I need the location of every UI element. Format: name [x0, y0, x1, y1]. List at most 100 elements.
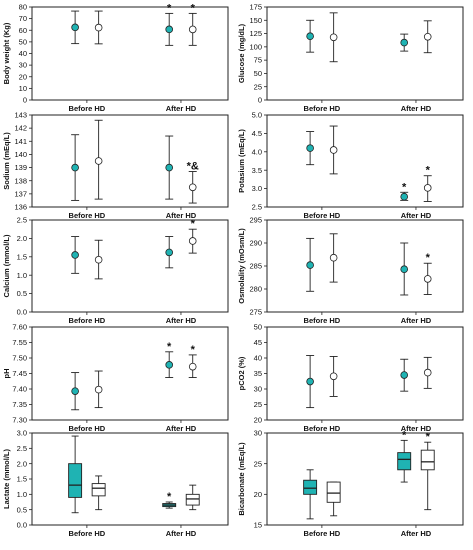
errorbar-point [329, 356, 338, 397]
y-tick-label: 2.5 [252, 203, 262, 212]
mean-marker [329, 146, 338, 154]
significance-mark: * [402, 429, 407, 441]
y-tick-label: 140 [14, 150, 27, 159]
y-tick-label: 280 [249, 285, 262, 294]
y-tick-label: 20 [19, 72, 27, 81]
y-tick-label: 40 [254, 354, 262, 363]
errorbar-point [94, 370, 103, 409]
y-axis-title: Osmolality (mOsm/L) [237, 228, 246, 304]
errorbar-point: *& [187, 161, 199, 204]
mean-marker [188, 362, 197, 371]
box-mark: * [162, 491, 177, 509]
y-tick-label: 4.5 [252, 129, 262, 138]
mean-marker [400, 265, 409, 274]
mean-marker [71, 163, 79, 172]
box-mark [185, 484, 200, 511]
mean-marker [329, 33, 338, 42]
errorbar-point [94, 239, 103, 280]
panel-pco2: 20 25 30 35 40 45 50 pCO2 (%) Before HD After HD [237, 323, 464, 433]
y-tick-label: 125 [249, 29, 262, 38]
mean-marker [423, 184, 432, 192]
plot-frame [266, 432, 464, 526]
y-tick-label: 50 [254, 69, 262, 78]
iqr-box [91, 483, 106, 497]
mean-marker [423, 275, 432, 283]
plot-frame [31, 6, 229, 101]
errorbar-point [306, 355, 315, 409]
y-axis-title: Body weight (Kg) [2, 22, 11, 84]
y-tick-label: 1.0 [17, 490, 27, 499]
x-category-label: After HD [401, 211, 432, 220]
mean-marker [188, 25, 197, 34]
y-tick-label: 100 [249, 42, 262, 51]
significance-mark: * [167, 491, 172, 503]
errorbar-point [71, 134, 80, 201]
errorbar-point [400, 33, 409, 52]
x-category-label: Before HD [304, 529, 341, 538]
mean-marker [94, 255, 103, 264]
panel-ca: 0.0 0.5 1.0 1.5 2.0 2.5 Calcium (mmol/L) Before… [2, 216, 229, 325]
y-tick-label: 20 [254, 416, 262, 425]
panel-bic: 15 20 25 30 Bicarbonate (mEq/L) Before HD Afte… [237, 429, 464, 538]
y-tick-label: 0.0 [17, 521, 27, 530]
y-tick-label: 7.60 [12, 323, 27, 332]
plot-frame [31, 326, 229, 421]
panel-ph: 7.30 7.35 7.40 7.45 7.50 7.55 7.60 pH Before HD A… [2, 323, 229, 433]
box-mark [326, 481, 341, 517]
y-axis-title: Potasium (mEq/L) [237, 129, 246, 193]
y-tick-label: 7.45 [12, 369, 27, 378]
box-mark: * [397, 429, 412, 483]
significance-mark: * [426, 165, 431, 177]
errorbar-point: * [165, 2, 174, 46]
plot-frame [31, 114, 229, 208]
y-axis-title: Calcium (mmol/L) [2, 234, 11, 297]
y-tick-label: 50 [19, 37, 27, 46]
y-tick-label: 25 [254, 82, 262, 91]
errorbar-point: * [188, 344, 197, 378]
iqr-box [68, 463, 83, 498]
y-tick-label: 1.0 [17, 271, 27, 280]
mean-marker [94, 23, 103, 32]
plot-frame [31, 432, 229, 526]
y-axis-title: Bicarbonate (mEq/L) [237, 442, 246, 516]
errorbar-point: * [188, 2, 197, 46]
y-tick-label: 20 [254, 490, 262, 499]
mean-marker [306, 377, 314, 386]
y-tick-label: 15 [254, 521, 262, 530]
y-tick-label: 30 [19, 61, 27, 70]
y-tick-label: 136 [14, 203, 27, 212]
panel-na: 136 137 138 139 140 141 142 143 Sodium (mEq/L) Be… [2, 111, 229, 220]
significance-mark: * [402, 181, 407, 193]
plot-frame [266, 326, 464, 421]
x-category-label: Before HD [304, 104, 341, 113]
y-tick-label: 45 [254, 338, 262, 347]
mean-marker [329, 372, 338, 381]
y-tick-label: 7.55 [12, 338, 27, 347]
x-category-label: After HD [401, 104, 432, 113]
x-category-label: After HD [401, 316, 432, 325]
iqr-box [303, 479, 318, 495]
y-tick-label: 35 [254, 369, 262, 378]
mean-marker [423, 368, 432, 377]
x-category-label: Before HD [69, 104, 106, 113]
panel-bw: 0 10 20 30 40 50 60 70 80 Body weight (Kg) Before … [2, 2, 229, 113]
x-category-label: Before HD [69, 424, 106, 433]
errorbar-point [423, 20, 432, 54]
y-tick-label: 295 [249, 216, 262, 225]
y-tick-label: 3.5 [252, 166, 262, 175]
y-tick-label: 2.0 [17, 234, 27, 243]
y-tick-label: 7.50 [12, 354, 27, 363]
errorbar-point [94, 10, 103, 45]
y-tick-label: 25 [254, 459, 262, 468]
plot-frame [266, 114, 464, 208]
mean-marker [94, 385, 103, 394]
significance-mark: * [191, 218, 196, 230]
errorbar-point [423, 356, 432, 389]
y-tick-label: 4.0 [252, 147, 262, 156]
y-axis-title: Sodium (mEq/L) [2, 132, 11, 190]
y-axis-title: Lactate (mmol/L) [2, 448, 11, 509]
y-tick-label: 40 [19, 49, 27, 58]
mean-marker [306, 32, 314, 41]
